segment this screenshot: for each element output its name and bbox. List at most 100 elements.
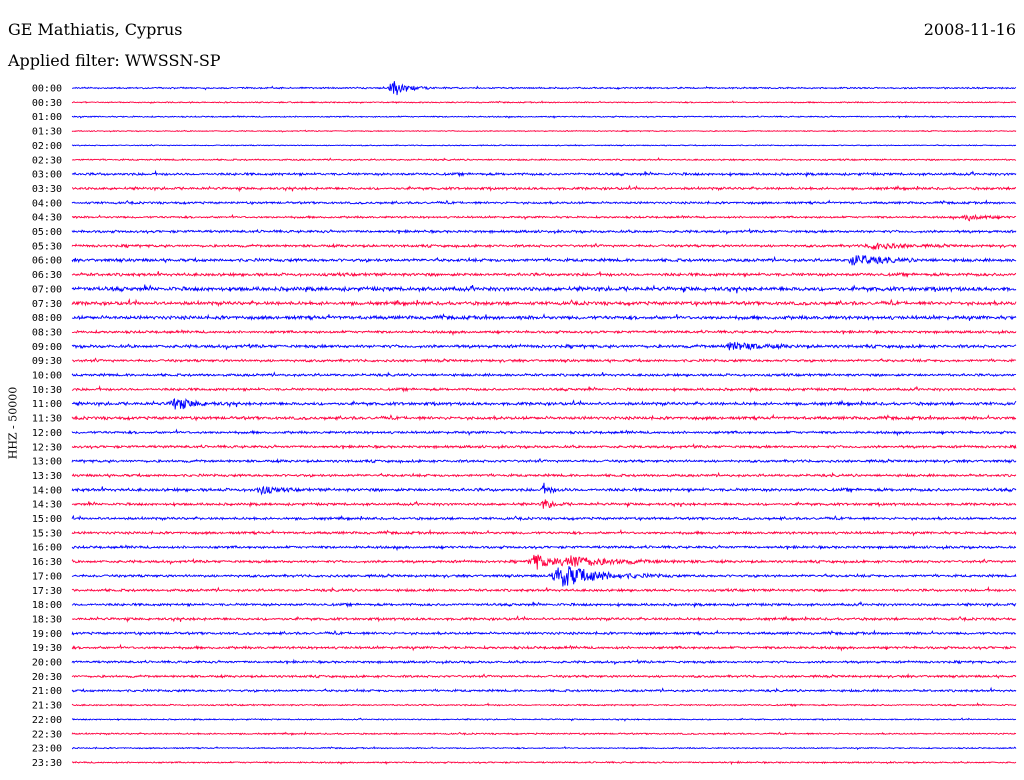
row-time-label: 05:30	[32, 241, 62, 252]
row-time-label: 07:00	[32, 284, 62, 295]
seismogram-trace	[71, 298, 1017, 308]
row-time-label: 15:30	[32, 528, 62, 539]
seismogram-trace	[71, 554, 1017, 570]
row-time-label: 00:00	[32, 84, 62, 95]
row-time-label: 01:00	[32, 112, 62, 123]
seismogram-trace	[71, 242, 1017, 251]
seismogram-trace	[71, 199, 1017, 206]
seismogram-trace	[71, 284, 1017, 294]
row-time-label: 23:00	[32, 744, 62, 755]
row-time-label: 14:00	[32, 485, 62, 496]
seismogram-trace	[71, 143, 1017, 147]
seismogram-trace	[71, 184, 1017, 193]
seismogram-trace	[71, 717, 1017, 722]
row-time-label: 18:00	[32, 600, 62, 611]
row-time-label: 12:00	[32, 428, 62, 439]
row-time-label: 22:00	[32, 715, 62, 726]
row-time-label: 11:30	[32, 414, 62, 425]
row-time-label: 03:30	[32, 184, 62, 195]
row-time-label: 21:30	[32, 701, 62, 712]
seismogram-trace	[71, 629, 1017, 637]
row-time-label: 04:00	[32, 198, 62, 209]
seismogram-trace	[71, 745, 1017, 751]
seismogram-trace	[71, 384, 1017, 393]
seismogram-trace	[71, 156, 1017, 162]
seismogram-trace	[71, 686, 1017, 693]
row-time-label: 14:30	[32, 500, 62, 511]
row-time-label: 19:00	[32, 629, 62, 640]
row-time-label: 16:00	[32, 543, 62, 554]
seismogram-trace	[71, 482, 1017, 496]
seismogram-trace	[71, 254, 1017, 266]
seismogram-trace	[71, 731, 1017, 737]
seismogram-trace	[71, 81, 1017, 96]
row-time-label: 18:30	[32, 614, 62, 625]
seismogram-trace	[71, 313, 1017, 322]
row-time-label: 12:30	[32, 442, 62, 453]
date-label: 2008-11-16	[923, 20, 1016, 39]
seismogram-trace	[71, 643, 1017, 652]
seismogram-trace	[71, 585, 1017, 593]
row-time-label: 15:00	[32, 514, 62, 525]
row-time-label: 06:30	[32, 270, 62, 281]
seismogram-trace	[71, 100, 1017, 105]
filter-label: Applied filter: WWSSN-SP	[8, 51, 221, 70]
row-time-label: 23:30	[32, 758, 62, 769]
row-time-label: 19:30	[32, 643, 62, 654]
seismogram-trace	[71, 428, 1017, 437]
seismogram-trace	[71, 760, 1017, 766]
seismogram-trace	[71, 673, 1017, 680]
row-time-label: 04:30	[32, 213, 62, 224]
row-time-label: 09:00	[32, 342, 62, 353]
seismogram-trace	[71, 471, 1017, 479]
row-time-label: 00:30	[32, 98, 62, 109]
seismogram-trace	[71, 371, 1017, 378]
seismogram-trace	[71, 600, 1017, 609]
station-title: GE Mathiatis, Cyprus	[8, 20, 183, 39]
row-time-label: 22:30	[32, 729, 62, 740]
row-time-label: 06:00	[32, 256, 62, 267]
seismogram-trace	[71, 227, 1017, 235]
seismogram-trace	[71, 702, 1017, 708]
seismogram-trace	[71, 329, 1017, 337]
seismogram-trace	[71, 413, 1017, 422]
row-time-label: 08:00	[32, 313, 62, 324]
seismogram-trace	[71, 457, 1017, 465]
seismogram-trace	[71, 341, 1017, 351]
row-time-label: 07:30	[32, 299, 62, 310]
row-time-label: 02:30	[32, 155, 62, 166]
row-time-label: 11:00	[32, 399, 62, 410]
row-time-label: 08:30	[32, 327, 62, 338]
row-time-label: 16:30	[32, 557, 62, 568]
row-time-label: 13:30	[32, 471, 62, 482]
seismogram-trace	[71, 528, 1017, 537]
seismogram-trace	[71, 169, 1017, 178]
seismogram-trace	[71, 544, 1017, 552]
seismogram-trace	[71, 499, 1017, 509]
row-time-label: 20:00	[32, 658, 62, 669]
seismogram-trace	[71, 213, 1017, 222]
seismogram-trace	[71, 397, 1017, 410]
row-time-label: 01:30	[32, 127, 62, 138]
seismogram-trace	[71, 514, 1017, 522]
row-time-label: 09:30	[32, 356, 62, 367]
seismogram-trace	[71, 129, 1017, 133]
seismogram-trace	[71, 658, 1017, 666]
seismogram-trace	[71, 271, 1017, 278]
seismogram-trace	[71, 443, 1017, 451]
row-time-label: 10:30	[32, 385, 62, 396]
row-time-label: 20:30	[32, 672, 62, 683]
row-time-label: 03:00	[32, 170, 62, 181]
row-time-label: 10:00	[32, 371, 62, 382]
row-time-label: 02:00	[32, 141, 62, 152]
row-time-label: 13:00	[32, 457, 62, 468]
row-time-label: 05:00	[32, 227, 62, 238]
seismogram-trace	[71, 615, 1017, 623]
row-time-label: 17:30	[32, 586, 62, 597]
seismogram-trace	[71, 114, 1017, 120]
row-time-label: 17:00	[32, 571, 62, 582]
seismogram-trace	[71, 566, 1017, 587]
seismogram-trace	[71, 357, 1017, 364]
row-time-label: 21:00	[32, 686, 62, 697]
